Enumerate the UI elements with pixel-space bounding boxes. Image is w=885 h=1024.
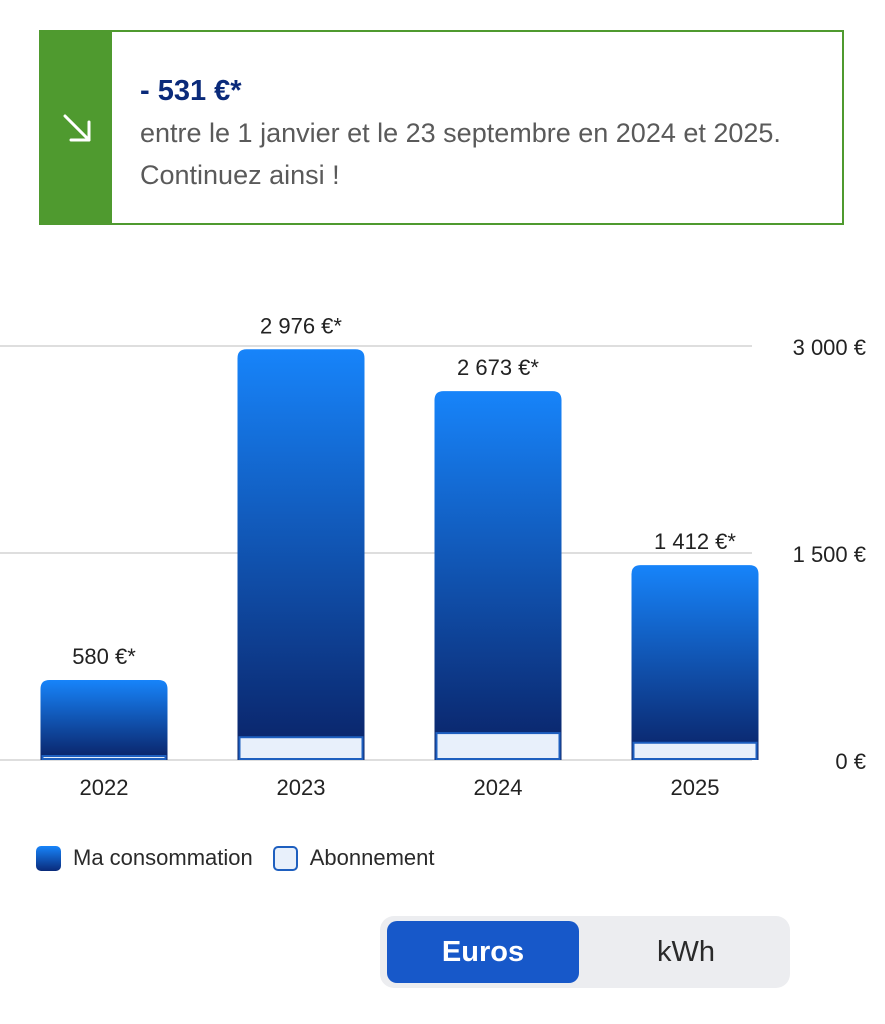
banner-icon-panel — [41, 32, 112, 223]
x-tick-label: 2023 — [277, 775, 326, 800]
legend-label-subscription: Abonnement — [309, 845, 435, 870]
unit-toggle: Euros kWh — [380, 916, 790, 988]
bar-abonnement-2022[interactable] — [41, 755, 167, 760]
savings-period-text: entre le 1 janvier et le 23 septembre en… — [140, 118, 781, 190]
savings-banner: - 531 €* entre le 1 janvier et le 23 sep… — [39, 30, 844, 225]
legend-item-subscription: Abonnement — [272, 845, 435, 871]
kwh-toggle-button[interactable]: kWh — [657, 935, 715, 968]
bar-abonnement-2025[interactable] — [632, 741, 758, 760]
bar-abonnement-2023[interactable] — [238, 736, 364, 760]
bar-consommation-2024[interactable] — [434, 391, 562, 760]
savings-amount: - 531 €* — [140, 75, 242, 107]
bar-consommation-2022[interactable] — [40, 679, 168, 760]
y-tick-label: 0 € — [835, 749, 866, 774]
bar-value-label: 580 €* — [72, 644, 136, 669]
bar-abonnement-2024[interactable] — [435, 732, 561, 761]
bar-value-label: 2 976 €* — [260, 313, 342, 338]
x-tick-label: 2025 — [671, 775, 720, 800]
x-tick-label: 2024 — [474, 775, 523, 800]
x-tick-label: 2022 — [80, 775, 129, 800]
y-tick-label: 1 500 € — [793, 542, 866, 567]
legend-label-consumption: Ma consommation — [73, 845, 253, 870]
bar-value-label: 2 673 €* — [457, 355, 539, 380]
subscription-swatch — [272, 845, 298, 871]
annual-cost-chart: 0 € 1 500 € 3 000 € 580 €* 2022 2 976 €* 2023 2… — [0, 313, 866, 800]
euros-toggle-button[interactable]: Euros — [387, 921, 579, 983]
chart-legend: Ma consommation Abonnement — [36, 845, 455, 871]
legend-item-consumption: Ma consommation — [36, 845, 253, 871]
consumption-swatch — [36, 845, 61, 871]
bar-value-label: 1 412 €* — [654, 529, 736, 554]
y-tick-label: 3 000 € — [793, 335, 866, 360]
bar-consommation-2023[interactable] — [237, 349, 365, 760]
arrow-down-right-icon — [63, 114, 90, 141]
bar-consommation-2025[interactable] — [631, 565, 759, 760]
